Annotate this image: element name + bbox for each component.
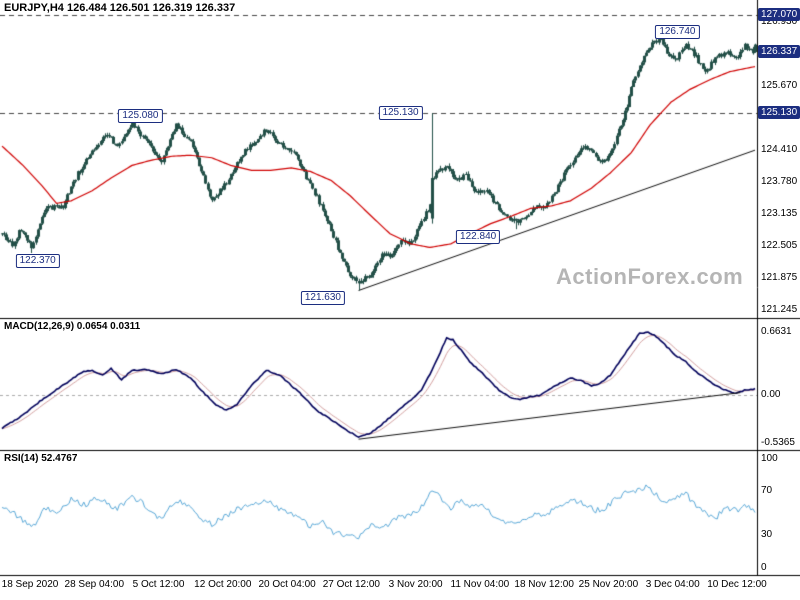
macd-indicator-label: MACD(12,26,9) 0.0654 0.0311 — [4, 321, 141, 332]
watermark: ActionForex.com — [556, 264, 744, 289]
date-tick-label: 18 Sep 2020 — [1, 579, 59, 590]
price-tick-label: 123.135 — [761, 208, 798, 220]
price-tick-label: 126.930 — [761, 15, 798, 27]
macd-tick-label: -0.5365 — [761, 437, 795, 448]
price-tick-label: 122.505 — [761, 240, 798, 252]
rsi-tick-label: 30 — [761, 529, 773, 540]
price-level-box: 126.740 — [655, 24, 700, 39]
price-level-box: 121.630 — [300, 291, 345, 306]
date-tick-label: 28 Sep 04:00 — [64, 579, 125, 590]
date-tick-label: 18 Nov 12:00 — [514, 579, 574, 590]
price-tick-label: 124.410 — [761, 143, 798, 155]
rsi-tick-label: 100 — [761, 453, 778, 464]
rsi-tick-label: 70 — [761, 485, 773, 496]
date-tick-label: 3 Nov 20:00 — [388, 579, 443, 590]
date-tick-label: 5 Oct 12:00 — [132, 579, 185, 590]
rsi-tick-label: 0 — [761, 562, 767, 573]
macd-tick-label: 0.00 — [761, 389, 781, 400]
date-tick-label: 3 Dec 04:00 — [645, 579, 700, 590]
rsi-indicator-label: RSI(14) 52.4767 — [4, 453, 78, 464]
date-tick-label: 10 Dec 12:00 — [707, 579, 767, 590]
price-level-box: 125.080 — [118, 108, 163, 123]
price-tick-label: 125.670 — [761, 79, 798, 91]
date-tick-label: 20 Oct 04:00 — [258, 579, 316, 590]
price-level-box: 125.130 — [378, 106, 423, 121]
price-level-box: 122.840 — [456, 230, 501, 245]
date-tick-label: 27 Oct 12:00 — [322, 579, 380, 590]
price-tick-label: 121.875 — [761, 272, 798, 284]
price-axis-box: 127.070 — [758, 7, 800, 21]
date-tick-label: 25 Nov 20:00 — [578, 579, 639, 590]
date-tick-label: 11 Nov 04:00 — [450, 579, 510, 590]
price-axis-box: 126.337 — [758, 45, 800, 59]
price-tick-label: 121.245 — [761, 304, 798, 315]
date-tick-label: 12 Oct 20:00 — [194, 579, 252, 590]
chart-title: EURJPY,H4 126.484 126.501 126.319 126.33… — [4, 2, 236, 14]
price-axis-box: 125.130 — [758, 106, 800, 120]
macd-tick-label: 0.6631 — [761, 326, 792, 337]
price-level-box: 122.370 — [15, 254, 60, 268]
price-tick-label: 123.780 — [761, 175, 798, 187]
